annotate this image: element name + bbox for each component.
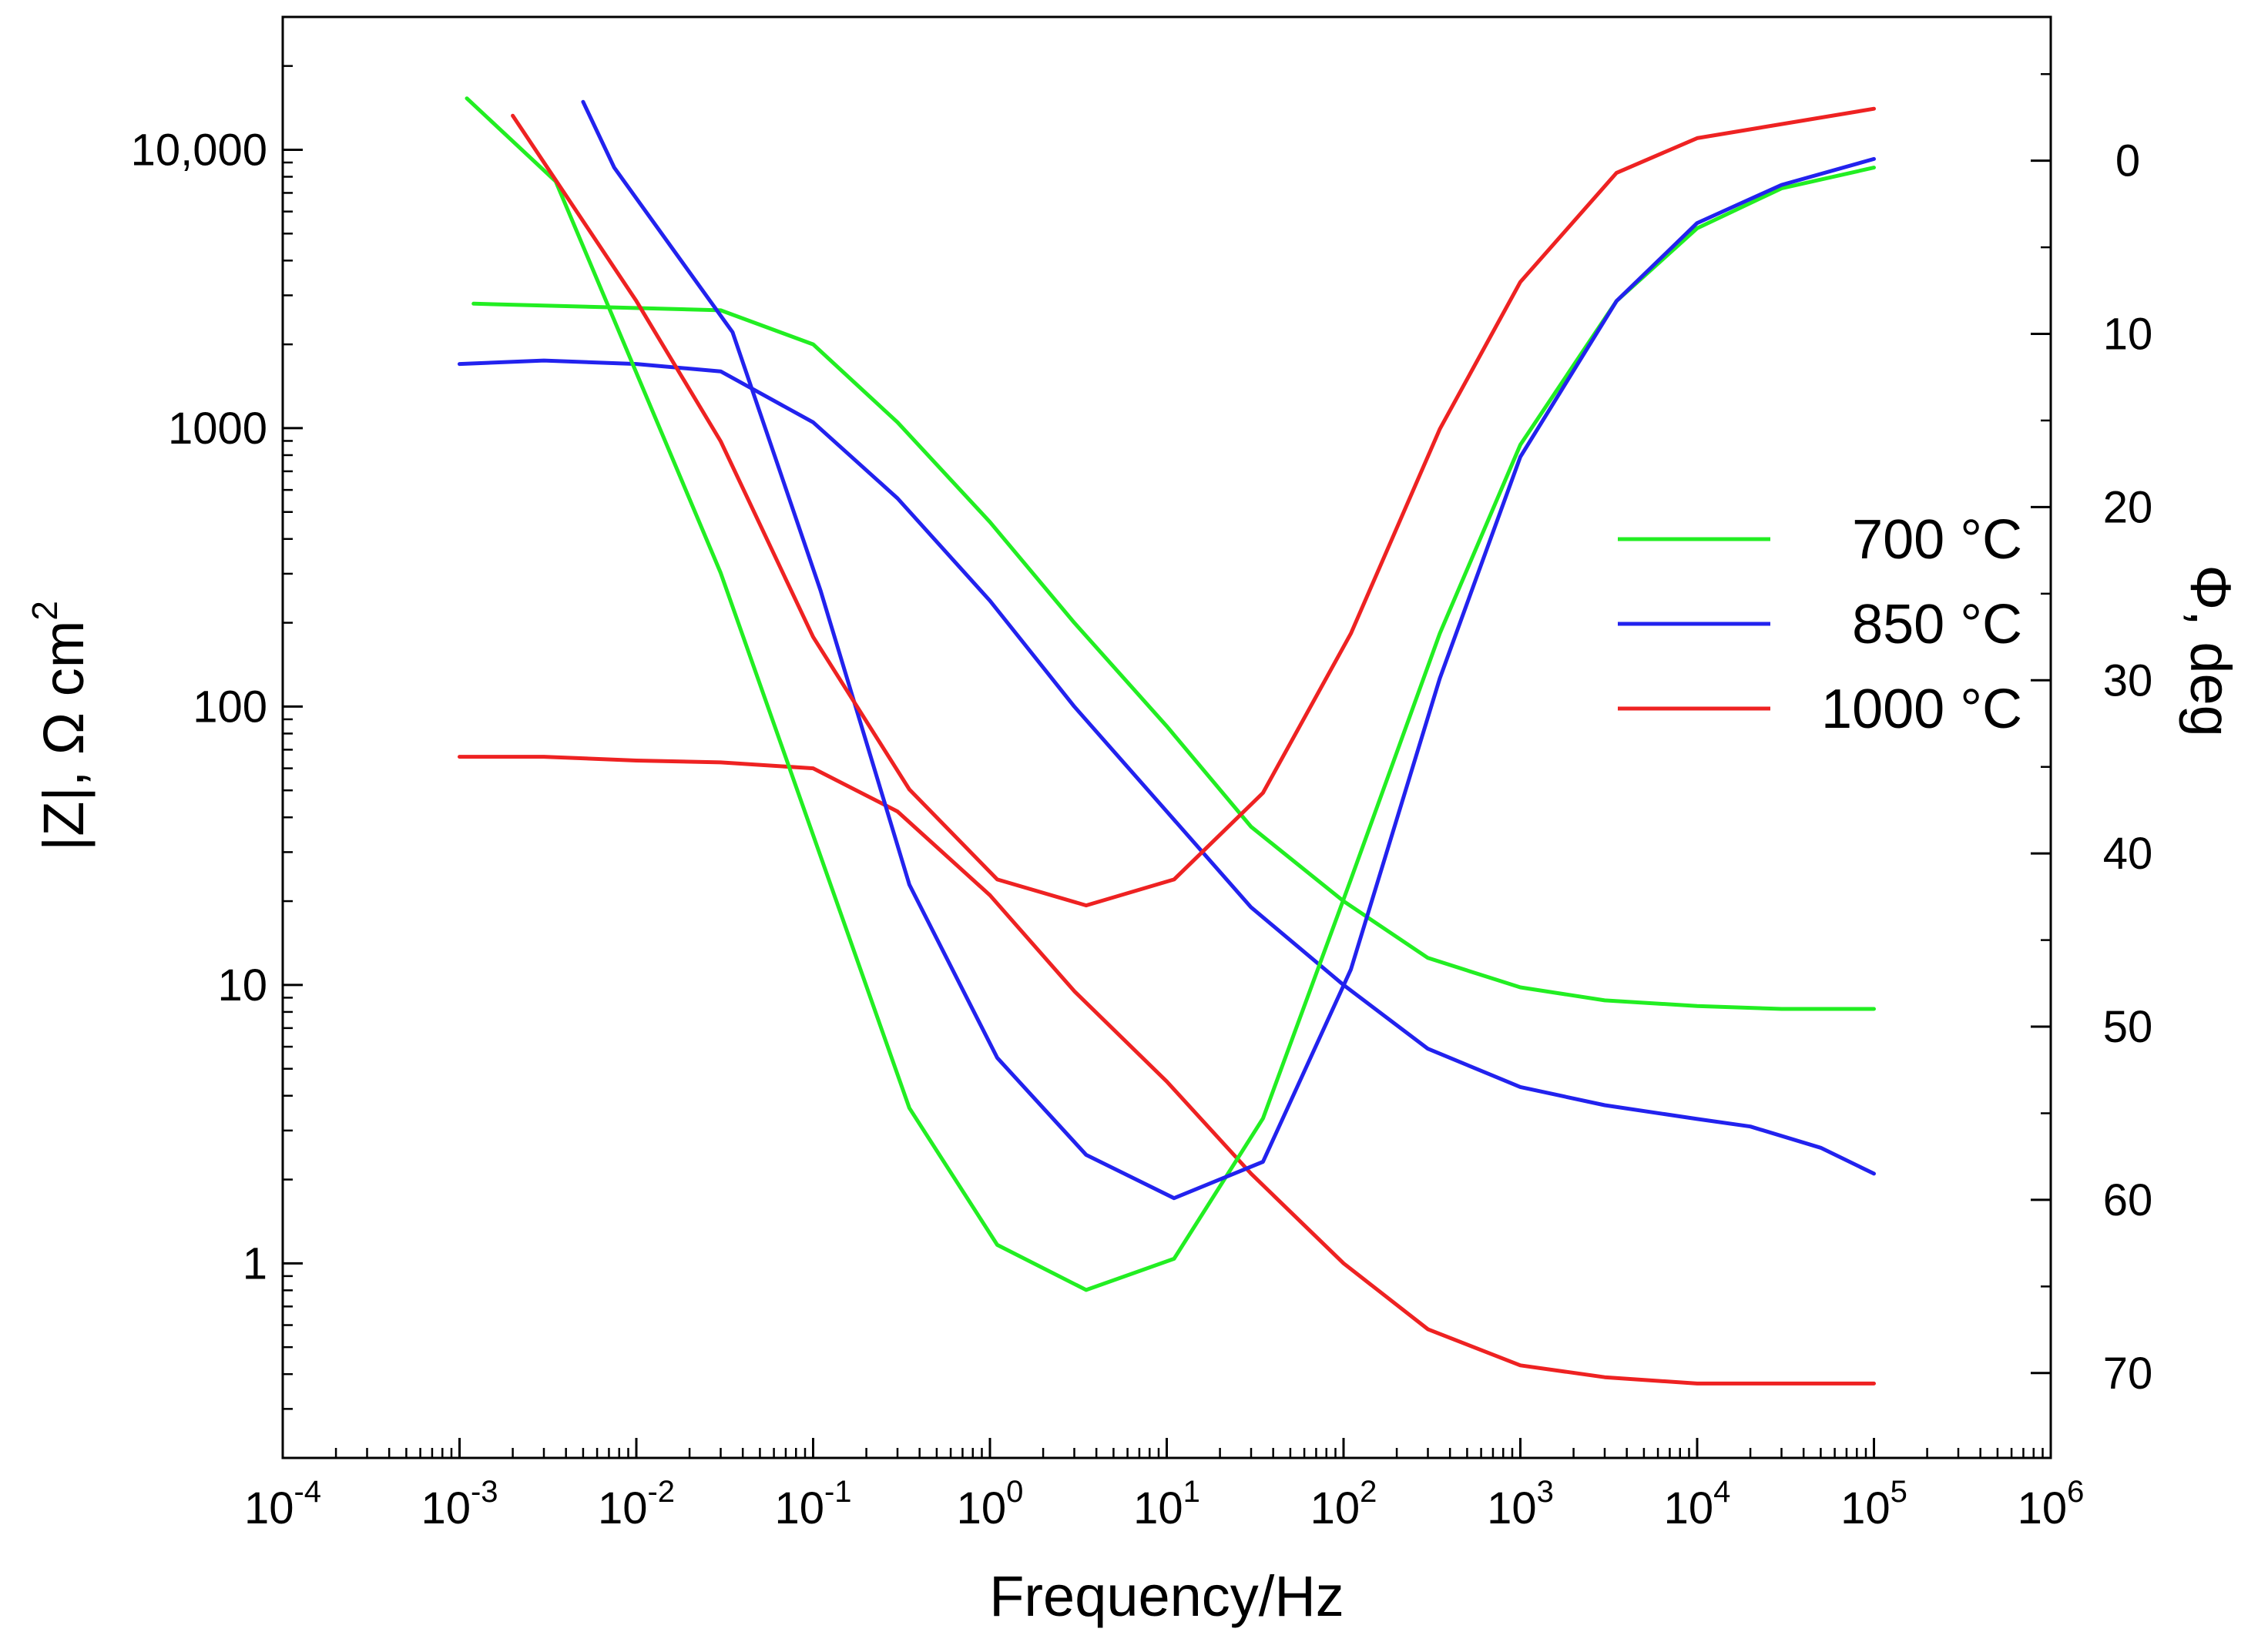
legend-label: 1000 °C [1821,679,2022,740]
y-right-tick-label: 20 [2103,482,2153,532]
x-tick-label: 10-1 [774,1475,851,1533]
x-tick-label: 10-3 [421,1475,498,1533]
y-right-tick-label: 40 [2103,829,2153,879]
y-right-tick-label: 10 [2103,310,2153,360]
x-tick-base: 10 [1133,1483,1183,1533]
legend-label: 700 °C [1852,509,2022,571]
legend: 700 °C 850 °C 1000 °C [1618,509,2022,740]
x-tick-base: 10 [244,1483,294,1533]
x-tick-label: 10-4 [244,1475,321,1533]
y-left-tick-label: 10 [217,960,267,1010]
y-left-tick-label: 1000 [168,404,267,454]
x-tick-exponent: 3 [1537,1475,1554,1509]
x-tick-exponent: -3 [471,1475,498,1509]
y-axis-left-title-main: |Z|, Ω cm [32,621,96,851]
x-tick-label: 106 [2018,1475,2085,1533]
data-series [458,96,1876,1386]
y-right-tick-label: 70 [2103,1349,2153,1399]
y-left-tick-label: 10,000 [131,125,267,175]
x-tick-label: 104 [1664,1475,1731,1533]
y-left-tick-label: 100 [193,682,267,732]
legend-label: 850 °C [1852,594,2022,655]
x-tick-exponent: 5 [1891,1475,1907,1509]
series-phase-line [511,106,1876,908]
x-tick-label: 100 [957,1475,1024,1533]
y-axis-left-title-superscript: 2 [25,601,65,621]
y-axis-left-title: |Z|, Ω cm2 [25,601,96,851]
x-axis-title: Frequency/Hz [989,1564,1344,1628]
y-right-tick-label: 0 [2115,136,2140,186]
series-impedance-line [458,358,1876,1176]
x-tick-exponent: -2 [647,1475,675,1509]
x-tick-label: 103 [1487,1475,1554,1533]
x-tick-label: 105 [1840,1475,1907,1533]
x-tick-exponent: -4 [294,1475,321,1509]
x-tick-base: 10 [774,1483,824,1533]
x-tick-base: 10 [1664,1483,1714,1533]
x-tick-base: 10 [1310,1483,1360,1533]
x-tick-exponent: 1 [1183,1475,1200,1509]
x-tick-base: 10 [1487,1483,1537,1533]
x-tick-exponent: 4 [1713,1475,1730,1509]
x-tick-label: 10-2 [598,1475,675,1533]
x-tick-exponent: 2 [1360,1475,1377,1509]
x-tick-base: 10 [1840,1483,1891,1533]
x-tick-base: 10 [598,1483,648,1533]
y-right-tick-label: 50 [2103,1002,2153,1052]
tick-labels: 10-4 10-3 10-2 10-1 100 101 102 103 104 105 106110… [131,125,2153,1533]
y-right-tick-label: 30 [2103,655,2153,705]
x-tick-base: 10 [421,1483,471,1533]
x-tick-exponent: 0 [1006,1475,1023,1509]
x-tick-base: 10 [957,1483,1007,1533]
y-left-tick-label: 1 [243,1238,267,1288]
x-tick-base: 10 [2018,1483,2068,1533]
series-phase-line [465,96,1876,1292]
x-tick-label: 102 [1310,1475,1377,1533]
x-tick-label: 101 [1133,1475,1200,1533]
y-axis-right-title: Φ, deg [2179,565,2243,737]
x-tick-exponent: -1 [824,1475,852,1509]
plot-frame [281,15,2052,1459]
series-impedance-line [471,301,1876,1011]
x-tick-exponent: 6 [2067,1475,2084,1509]
series-impedance-line [458,755,1876,1386]
series-phase-line [581,99,1876,1201]
y-right-tick-label: 60 [2103,1175,2153,1225]
